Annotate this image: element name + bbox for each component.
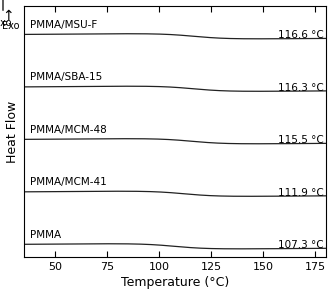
Y-axis label: Heat Flow: Heat Flow [6,100,19,163]
Text: PMMA/MSU-F: PMMA/MSU-F [30,20,98,30]
X-axis label: Temperature (°C): Temperature (°C) [121,276,229,289]
Text: 116.3 °C: 116.3 °C [278,83,324,93]
Text: PMMA: PMMA [30,230,62,240]
Text: Exo: Exo [2,21,19,31]
Text: 116.6 °C: 116.6 °C [278,30,324,40]
Text: PMMA/MCM-41: PMMA/MCM-41 [30,177,107,187]
Text: Exo: Exo [0,18,12,28]
Text: PMMA/SBA-15: PMMA/SBA-15 [30,72,103,82]
Text: 107.3 °C: 107.3 °C [278,240,324,250]
Text: 115.5 °C: 115.5 °C [278,135,324,145]
Text: PMMA/MCM-48: PMMA/MCM-48 [30,124,107,135]
Text: 111.9 °C: 111.9 °C [278,188,324,198]
Text: ↑: ↑ [2,9,13,23]
